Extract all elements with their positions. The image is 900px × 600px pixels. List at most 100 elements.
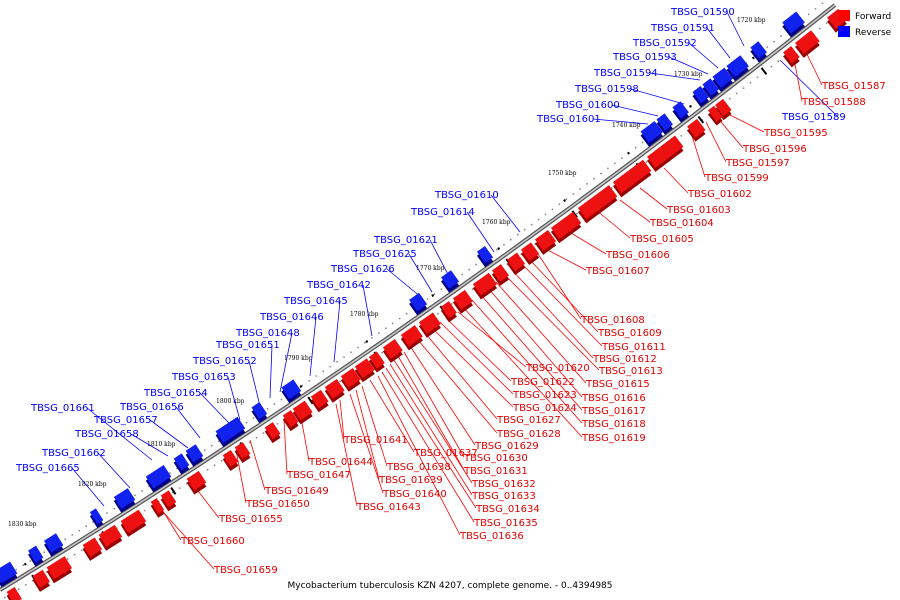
forward-gene-feature[interactable] [340,368,361,392]
reverse-gene-label[interactable]: TBSG_01648 [235,328,300,339]
reverse-gene-label[interactable]: TBSG_01590 [670,7,735,18]
forward-gene-feature[interactable] [98,524,123,551]
forward-gene-feature[interactable] [354,358,375,383]
forward-gene-label[interactable]: TBSG_01607 [585,266,650,277]
forward-gene-label[interactable]: TBSG_01627 [496,415,561,426]
reverse-gene-label[interactable]: TBSG_01621 [373,235,438,246]
forward-gene-label[interactable]: TBSG_01630 [463,453,528,464]
reverse-gene-label[interactable]: TBSG_01642 [306,280,371,291]
reverse-gene-label[interactable]: TBSG_01652 [192,356,257,367]
forward-gene-feature[interactable] [491,264,510,286]
forward-gene-label[interactable]: TBSG_01599 [704,173,769,184]
forward-gene-label[interactable]: TBSG_01623 [512,390,577,401]
reverse-gene-feature[interactable] [281,379,302,404]
forward-gene-label[interactable]: TBSG_01622 [510,377,575,388]
forward-gene-feature[interactable] [534,230,557,255]
reverse-gene-label[interactable]: TBSG_01626 [330,264,395,275]
forward-gene-feature[interactable] [472,272,498,300]
reverse-gene-label[interactable]: TBSG_01614 [410,207,475,218]
forward-gene-label[interactable]: TBSG_01618 [581,419,646,430]
forward-gene-label[interactable]: TBSG_01634 [475,504,540,515]
forward-gene-feature[interactable] [150,498,165,518]
forward-gene-feature[interactable] [708,105,723,126]
reverse-gene-label[interactable]: TBSG_01610 [434,190,499,201]
forward-gene-label[interactable]: TBSG_01602 [687,189,752,200]
reverse-gene-feature[interactable] [251,402,268,424]
forward-gene-label[interactable]: TBSG_01620 [525,363,590,374]
forward-gene-label[interactable]: TBSG_01633 [471,491,536,502]
forward-gene-label[interactable]: TBSG_01596 [742,144,807,155]
forward-gene-feature[interactable] [264,422,281,444]
reverse-gene-feature[interactable] [750,41,767,63]
reverse-gene-feature[interactable] [409,292,428,316]
reverse-gene-feature[interactable] [640,120,663,147]
forward-gene-label[interactable]: TBSG_01641 [343,435,408,446]
reverse-gene-label[interactable]: TBSG_01645 [283,296,348,307]
reverse-gene-label[interactable]: TBSG_01654 [143,388,208,399]
reverse-gene-feature[interactable] [726,55,749,82]
forward-gene-label[interactable]: TBSG_01637 [413,448,478,459]
reverse-gene-label[interactable]: TBSG_01661 [30,403,95,414]
forward-gene-label[interactable]: TBSG_01643 [356,502,421,513]
forward-gene-label[interactable]: TBSG_01619 [581,433,646,444]
forward-gene-label[interactable]: TBSG_01628 [496,429,561,440]
reverse-gene-feature[interactable] [476,246,494,268]
reverse-gene-feature[interactable] [113,488,136,513]
reverse-gene-label[interactable]: TBSG_01662 [41,448,106,459]
reverse-gene-label[interactable]: TBSG_01593 [612,52,677,63]
forward-gene-label[interactable]: TBSG_01606 [605,250,670,261]
reverse-gene-feature[interactable] [656,113,673,135]
reverse-gene-label[interactable]: TBSG_01658 [74,429,139,440]
forward-gene-label[interactable]: TBSG_01631 [463,466,528,477]
reverse-gene-label[interactable]: TBSG_01592 [632,38,697,49]
forward-gene-feature[interactable] [6,586,22,600]
forward-gene-feature[interactable] [400,325,423,351]
forward-gene-feature[interactable] [222,449,239,471]
reverse-gene-feature[interactable] [692,86,709,108]
forward-gene-feature[interactable] [418,312,441,338]
reverse-gene-feature[interactable] [28,545,44,567]
forward-gene-label[interactable]: TBSG_01629 [474,441,539,452]
forward-gene-feature[interactable] [687,118,706,142]
forward-gene-label[interactable]: TBSG_01615 [585,379,650,390]
forward-gene-label[interactable]: TBSG_01605 [629,234,694,245]
forward-gene-label[interactable]: TBSG_01638 [386,462,451,473]
reverse-gene-feature[interactable] [173,453,190,475]
reverse-gene-feature[interactable] [89,508,104,528]
forward-gene-label[interactable]: TBSG_01660 [180,536,245,547]
forward-gene-feature[interactable] [324,378,345,403]
forward-gene-feature[interactable] [120,509,147,537]
forward-gene-label[interactable]: TBSG_01604 [649,218,714,229]
forward-gene-feature[interactable] [186,470,207,495]
reverse-gene-feature[interactable] [215,416,246,447]
forward-gene-feature[interactable] [612,159,652,198]
forward-gene-feature[interactable] [783,46,800,68]
reverse-gene-label[interactable]: TBSG_01651 [215,340,280,351]
forward-gene-feature[interactable] [282,410,299,432]
reverse-gene-feature[interactable] [145,465,172,493]
forward-gene-feature[interactable] [520,242,540,266]
forward-gene-label[interactable]: TBSG_01647 [286,470,351,481]
forward-gene-feature[interactable] [160,490,177,512]
forward-gene-feature[interactable] [82,537,103,561]
forward-gene-label[interactable]: TBSG_01595 [763,128,828,139]
forward-gene-feature[interactable] [234,442,251,464]
forward-gene-label[interactable]: TBSG_01588 [801,97,866,108]
forward-gene-feature[interactable] [368,351,385,373]
reverse-gene-feature[interactable] [0,561,18,588]
forward-gene-feature[interactable] [795,30,820,58]
forward-gene-label[interactable]: TBSG_01655 [218,514,283,525]
forward-gene-feature[interactable] [46,556,73,584]
forward-gene-feature[interactable] [440,301,457,323]
forward-gene-label[interactable]: TBSG_01617 [581,406,646,417]
forward-gene-label[interactable]: TBSG_01635 [473,518,538,529]
reverse-gene-label[interactable]: TBSG_01657 [93,415,158,426]
reverse-gene-label[interactable]: TBSG_01653 [171,372,236,383]
reverse-gene-feature[interactable] [782,11,805,38]
reverse-gene-label[interactable]: TBSG_01600 [555,100,620,111]
reverse-gene-feature[interactable] [672,101,689,123]
forward-gene-label[interactable]: TBSG_01624 [512,403,577,414]
reverse-gene-feature[interactable] [702,78,719,100]
forward-gene-feature[interactable] [32,569,50,592]
forward-gene-label[interactable]: TBSG_01650 [245,499,310,510]
